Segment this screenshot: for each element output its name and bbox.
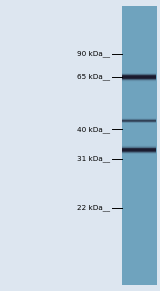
Bar <box>122 146 156 147</box>
Bar <box>122 150 156 151</box>
Bar <box>122 121 156 122</box>
Bar <box>122 118 156 119</box>
Bar <box>122 148 156 149</box>
Bar <box>122 122 156 123</box>
Bar <box>122 74 156 75</box>
Bar <box>122 122 156 123</box>
Bar <box>122 77 156 78</box>
Bar <box>122 73 156 74</box>
Bar <box>122 73 156 74</box>
Bar <box>122 120 156 121</box>
Bar <box>122 147 156 148</box>
Bar <box>122 79 156 80</box>
Bar <box>122 149 156 150</box>
Bar <box>122 75 156 76</box>
Bar <box>122 148 156 149</box>
Bar <box>122 154 156 155</box>
Bar <box>122 118 156 119</box>
Bar <box>122 118 156 119</box>
Bar <box>122 118 156 119</box>
Bar <box>122 145 156 146</box>
Bar <box>122 119 156 120</box>
Bar <box>122 77 156 78</box>
Text: 40 kDa__: 40 kDa__ <box>77 126 110 133</box>
Bar <box>122 120 156 121</box>
Bar <box>122 121 156 122</box>
Bar <box>122 122 156 123</box>
Bar <box>122 152 156 153</box>
Bar <box>122 75 156 76</box>
Bar <box>122 72 156 73</box>
Text: 90 kDa__: 90 kDa__ <box>77 50 110 57</box>
Bar <box>122 80 156 81</box>
Bar <box>122 151 156 152</box>
Bar <box>122 150 156 151</box>
Bar <box>122 76 156 77</box>
Bar <box>122 149 156 150</box>
Text: 22 kDa__: 22 kDa__ <box>77 205 110 212</box>
Bar <box>122 123 156 124</box>
Bar <box>122 148 156 149</box>
Text: 31 kDa__: 31 kDa__ <box>77 155 110 162</box>
Bar <box>122 149 156 150</box>
Bar <box>122 75 156 76</box>
Bar <box>122 79 156 80</box>
Bar <box>122 151 156 152</box>
Bar <box>122 119 156 120</box>
Bar <box>122 122 156 123</box>
Bar <box>122 153 156 154</box>
Bar <box>122 76 156 77</box>
Bar <box>122 80 156 81</box>
Bar <box>122 118 156 119</box>
Bar <box>122 121 156 122</box>
Bar <box>122 81 156 82</box>
Bar <box>122 78 156 79</box>
Bar <box>122 152 156 153</box>
Bar <box>122 120 156 121</box>
Bar <box>122 78 156 79</box>
Bar <box>122 80 156 81</box>
Bar <box>122 146 156 147</box>
Bar <box>122 151 156 152</box>
Bar <box>122 74 156 75</box>
Bar <box>122 152 156 153</box>
Bar <box>122 119 156 120</box>
Bar <box>122 74 156 75</box>
Bar <box>122 146 156 147</box>
Bar <box>122 76 156 77</box>
Bar <box>122 147 156 148</box>
Bar <box>122 79 156 80</box>
Text: 65 kDa__: 65 kDa__ <box>77 74 110 81</box>
Bar <box>122 153 156 154</box>
Bar <box>122 6 157 285</box>
Bar <box>122 121 156 122</box>
Bar <box>122 119 156 120</box>
Bar <box>122 150 156 151</box>
Bar <box>122 77 156 78</box>
Bar <box>122 78 156 79</box>
Bar <box>122 120 156 121</box>
Bar <box>122 147 156 148</box>
Bar <box>122 73 156 74</box>
Bar <box>122 153 156 154</box>
